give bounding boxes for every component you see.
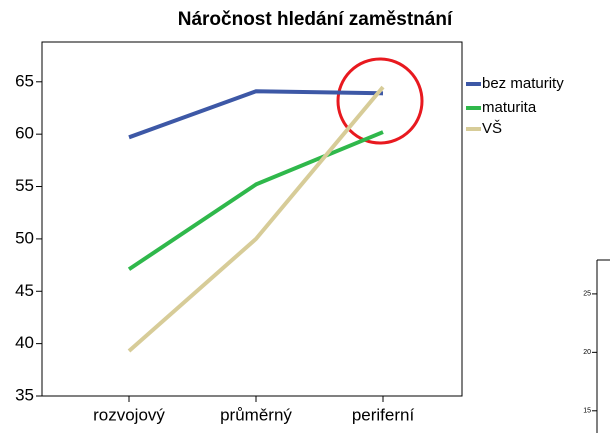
y-tick-label: 45	[15, 281, 34, 300]
y-tick-label: 15	[583, 408, 591, 415]
y-tick-label: 20	[583, 349, 591, 356]
x-tick-label: průměrný	[220, 405, 292, 424]
plot-frame	[41, 41, 463, 397]
y-tick-label: 35	[15, 385, 34, 404]
y-tick-label: 50	[15, 228, 34, 247]
series-line	[127, 130, 384, 271]
y-tick-label: 55	[15, 176, 34, 195]
y-tick-label: 60	[15, 124, 34, 143]
series-line	[127, 85, 385, 353]
x-tick-label: periferní	[352, 405, 415, 424]
legend-label: VŠ	[482, 120, 502, 137]
legend-label: maturita	[482, 99, 537, 116]
series-line	[128, 89, 384, 140]
y-tick-label: 65	[15, 71, 34, 90]
x-tick-label: rozvojový	[93, 405, 165, 424]
y-tick-label: 25	[583, 291, 591, 298]
y-tick-label: 40	[15, 333, 34, 352]
highlight-circle	[336, 57, 424, 145]
legend-label: bez maturity	[482, 75, 564, 92]
chart-title: Náročnost hledání zaměstnání	[178, 9, 453, 30]
